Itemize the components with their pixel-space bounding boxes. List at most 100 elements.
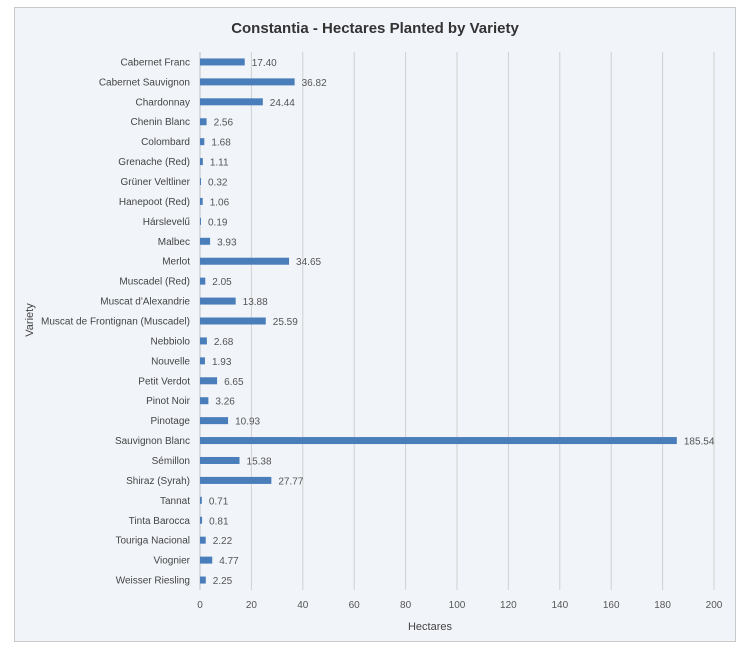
category-label: Shiraz (Syrah) (126, 476, 190, 487)
category-label: Pinot Noir (146, 396, 191, 407)
value-label: 13.88 (243, 297, 268, 308)
bar (200, 337, 207, 345)
bar (200, 357, 205, 365)
bar (200, 58, 245, 66)
value-label: 1.11 (210, 158, 229, 169)
bar (200, 217, 201, 225)
category-label: Cabernet Sauvignon (99, 77, 190, 88)
value-label: 10.93 (235, 417, 260, 428)
y-axis-label: Variety (24, 303, 36, 337)
value-label: 3.93 (217, 237, 237, 248)
bar (200, 437, 677, 445)
category-label: Malbec (158, 237, 190, 248)
x-tick-label: 80 (400, 600, 412, 611)
x-tick-label: 60 (349, 600, 361, 611)
value-label: 6.65 (224, 377, 244, 388)
category-label: Cabernet Franc (121, 57, 190, 68)
x-axis-label: Hectares (408, 621, 453, 633)
category-label: Sémillon (152, 456, 190, 467)
category-label: Muscat de Frontignan (Muscadel) (41, 317, 190, 328)
value-label: 2.56 (214, 118, 234, 129)
category-label: Merlot (162, 257, 190, 268)
chart-frame (14, 7, 736, 642)
bar (200, 257, 290, 265)
bar (200, 277, 206, 285)
bar (200, 576, 206, 584)
bar (200, 317, 266, 325)
category-label: Colombard (141, 137, 190, 148)
category-label: Nouvelle (151, 356, 190, 367)
category-label: Muscat d'Alexandrie (100, 297, 190, 308)
x-tick-label: 0 (197, 600, 203, 611)
bar (200, 456, 240, 464)
value-labels: 17.40 36.82 24.44 2.56 1.68 1.11 0.32 1.06 0.19 3… (208, 58, 715, 587)
x-tick-label: 40 (297, 600, 309, 611)
x-tick-label: 20 (246, 600, 258, 611)
x-tick-label: 140 (551, 600, 568, 611)
x-tick-label: 200 (706, 600, 723, 611)
value-label: 1.68 (211, 138, 231, 149)
category-label: Muscadel (Red) (119, 277, 190, 288)
category-label: Pinotage (151, 416, 191, 427)
value-label: 4.77 (219, 556, 239, 567)
value-label: 0.81 (209, 516, 229, 527)
bar (200, 297, 236, 305)
value-label: 185.54 (684, 437, 715, 448)
bar (200, 158, 203, 166)
category-label: Tinta Barocca (129, 516, 191, 527)
value-label: 27.77 (278, 476, 303, 487)
value-label: 1.06 (210, 197, 230, 208)
category-label: Grenache (Red) (118, 157, 190, 168)
value-label: 0.71 (209, 496, 229, 507)
bar (200, 536, 206, 544)
category-label: Weisser Riesling (116, 576, 190, 587)
bar (200, 516, 203, 524)
bar (200, 138, 205, 146)
x-tick-label: 120 (500, 600, 517, 611)
x-tick-label: 180 (654, 600, 671, 611)
category-label: Hárslevelű (143, 217, 191, 228)
bar (200, 417, 229, 425)
category-label: Viognier (153, 556, 190, 567)
gridlines (199, 52, 715, 590)
bar (200, 118, 207, 126)
category-label: Petit Verdot (138, 376, 190, 387)
value-label: 34.65 (296, 257, 321, 268)
category-label: Grüner Veltliner (121, 177, 191, 188)
value-label: 15.38 (247, 456, 272, 467)
value-label: 2.25 (213, 576, 233, 587)
value-label: 17.40 (252, 58, 277, 69)
bar (200, 496, 202, 504)
value-label: 2.68 (214, 337, 234, 348)
bar (200, 397, 209, 405)
value-label: 1.93 (212, 357, 232, 368)
category-label: Nebbiolo (151, 336, 191, 347)
value-label: 2.22 (213, 536, 233, 547)
category-labels: Cabernet Franc Cabernet Sauvignon Chardonn… (41, 57, 191, 586)
category-label: Chardonnay (136, 97, 190, 108)
bar (200, 476, 272, 484)
value-label: 0.32 (208, 178, 228, 189)
category-label: Chenin Blanc (131, 117, 190, 128)
bars (200, 58, 677, 584)
value-label: 25.59 (273, 317, 298, 328)
x-tick-label: 100 (449, 600, 466, 611)
x-tick-labels: 0 20 40 60 80 100 120 140 160 180 200 (197, 600, 723, 611)
category-label: Touriga Nacional (116, 536, 191, 547)
value-label: 3.26 (215, 397, 235, 408)
value-label: 36.82 (302, 78, 327, 89)
chart-title: Constantia - Hectares Planted by Variety (231, 20, 519, 37)
x-tick-label: 160 (603, 600, 620, 611)
value-label: 2.05 (212, 277, 232, 288)
bar (200, 237, 211, 245)
bar (200, 178, 201, 186)
category-label: Tannat (160, 496, 190, 507)
category-label: Hanepoot (Red) (119, 197, 190, 208)
bar (200, 377, 218, 385)
bar (200, 78, 295, 86)
value-label: 24.44 (270, 98, 295, 109)
bar (200, 197, 203, 205)
category-label: Sauvignon Blanc (115, 436, 190, 447)
value-label: 0.19 (208, 217, 228, 228)
